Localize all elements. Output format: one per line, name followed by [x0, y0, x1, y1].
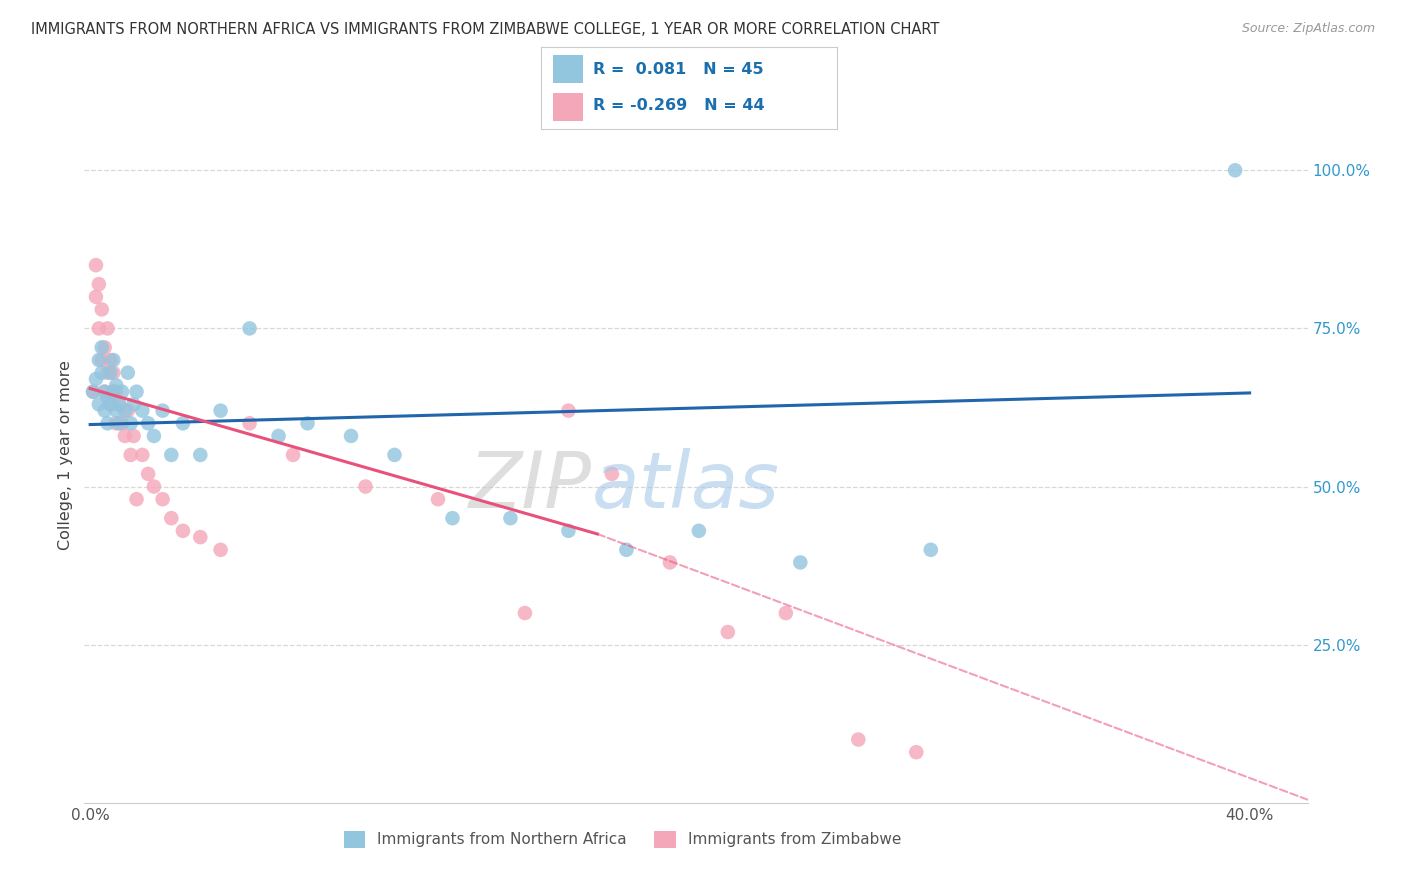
- Point: [84, 258, 107, 272]
- Point: [125, 492, 148, 507]
- Point: [100, 353, 122, 368]
- Point: [142, 479, 165, 493]
- Point: [142, 429, 165, 443]
- Legend: Immigrants from Northern Africa, Immigrants from Zimbabwe: Immigrants from Northern Africa, Immigra…: [337, 824, 907, 855]
- Point: [105, 378, 128, 392]
- Point: [122, 429, 145, 443]
- Point: [82, 384, 104, 399]
- Y-axis label: College, 1 year or more: College, 1 year or more: [58, 360, 73, 549]
- Point: [93, 340, 115, 354]
- Point: [846, 732, 869, 747]
- Point: [172, 524, 194, 538]
- Point: [354, 479, 377, 493]
- Point: [111, 384, 134, 399]
- Point: [717, 625, 740, 640]
- Point: [90, 366, 112, 380]
- Point: [114, 429, 136, 443]
- Point: [117, 366, 139, 380]
- Point: [103, 366, 125, 380]
- Point: [120, 417, 142, 431]
- Point: [96, 417, 118, 431]
- Point: [82, 384, 104, 399]
- Point: [239, 417, 262, 431]
- Point: [513, 606, 536, 620]
- Point: [111, 417, 134, 431]
- Point: [297, 417, 319, 431]
- Point: [84, 290, 107, 304]
- Point: [209, 542, 232, 557]
- Point: [136, 417, 159, 431]
- Point: [160, 511, 183, 525]
- Point: [600, 467, 623, 481]
- Point: [100, 366, 122, 380]
- Point: [100, 397, 122, 411]
- Point: [658, 556, 681, 570]
- Point: [152, 492, 174, 507]
- Point: [105, 384, 128, 399]
- Point: [87, 353, 110, 368]
- Point: [87, 277, 110, 292]
- Point: [87, 397, 110, 411]
- FancyBboxPatch shape: [553, 94, 582, 121]
- Point: [188, 448, 211, 462]
- Point: [136, 467, 159, 481]
- FancyBboxPatch shape: [553, 55, 582, 83]
- Point: [105, 417, 128, 431]
- Point: [920, 542, 942, 557]
- Text: Source: ZipAtlas.com: Source: ZipAtlas.com: [1241, 22, 1375, 36]
- Point: [100, 397, 122, 411]
- Point: [281, 448, 304, 462]
- Point: [557, 403, 579, 417]
- Point: [93, 403, 115, 417]
- Point: [96, 321, 118, 335]
- Point: [160, 448, 183, 462]
- Point: [131, 403, 153, 417]
- Point: [93, 384, 115, 399]
- Point: [108, 397, 131, 411]
- Point: [239, 321, 262, 335]
- Point: [789, 556, 811, 570]
- Point: [267, 429, 290, 443]
- Point: [441, 511, 464, 525]
- Point: [125, 384, 148, 399]
- Point: [775, 606, 797, 620]
- Text: ZIP: ZIP: [470, 448, 592, 524]
- Point: [103, 353, 125, 368]
- Point: [105, 403, 128, 417]
- Point: [122, 397, 145, 411]
- Text: atlas: atlas: [592, 448, 780, 524]
- Point: [108, 397, 131, 411]
- Text: R = -0.269   N = 44: R = -0.269 N = 44: [593, 98, 765, 113]
- Point: [499, 511, 522, 525]
- Point: [188, 530, 211, 544]
- Point: [87, 321, 110, 335]
- Point: [427, 492, 450, 507]
- Point: [117, 403, 139, 417]
- Point: [96, 391, 118, 405]
- Point: [152, 403, 174, 417]
- Point: [616, 542, 638, 557]
- Point: [172, 417, 194, 431]
- Point: [96, 366, 118, 380]
- Point: [84, 372, 107, 386]
- Point: [905, 745, 928, 759]
- Point: [340, 429, 363, 443]
- Text: IMMIGRANTS FROM NORTHERN AFRICA VS IMMIGRANTS FROM ZIMBABWE COLLEGE, 1 YEAR OR M: IMMIGRANTS FROM NORTHERN AFRICA VS IMMIG…: [31, 22, 939, 37]
- Point: [90, 353, 112, 368]
- Point: [384, 448, 406, 462]
- Point: [90, 340, 112, 354]
- Point: [557, 524, 579, 538]
- Text: R =  0.081   N = 45: R = 0.081 N = 45: [593, 62, 763, 77]
- Point: [114, 403, 136, 417]
- Point: [1223, 163, 1246, 178]
- Point: [108, 417, 131, 431]
- Point: [93, 384, 115, 399]
- Point: [688, 524, 710, 538]
- Point: [120, 448, 142, 462]
- Point: [209, 403, 232, 417]
- Point: [103, 384, 125, 399]
- Point: [90, 302, 112, 317]
- Point: [103, 384, 125, 399]
- Point: [131, 448, 153, 462]
